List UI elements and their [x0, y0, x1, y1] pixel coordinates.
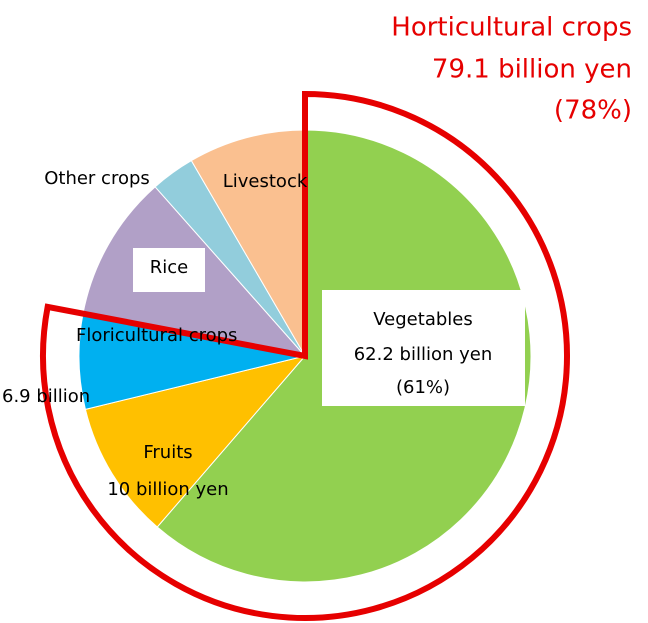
category-label: Other crops [44, 168, 150, 189]
value-label: 10 billion yen [107, 479, 228, 500]
category-label: Fruits [143, 442, 192, 463]
value-label: 62.2 billion yen [354, 344, 493, 365]
percent-label: (61%) [396, 377, 450, 398]
category-label: Vegetables [373, 309, 472, 330]
pie-slice [84, 355, 307, 528]
category-label: Rice [150, 257, 188, 278]
category-label: Floricultural crops [76, 325, 237, 346]
callout-title: Horticultural crops [391, 13, 632, 43]
callout-percent: (78%) [554, 96, 632, 126]
group-outline [40, 90, 570, 621]
category-label: Livestock [223, 171, 308, 192]
pie-slice [190, 129, 306, 358]
value-label: 6.9 billion [2, 386, 90, 407]
callout-value: 79.1 billion yen [432, 55, 632, 85]
label-box [322, 290, 525, 406]
label-box [133, 248, 205, 292]
